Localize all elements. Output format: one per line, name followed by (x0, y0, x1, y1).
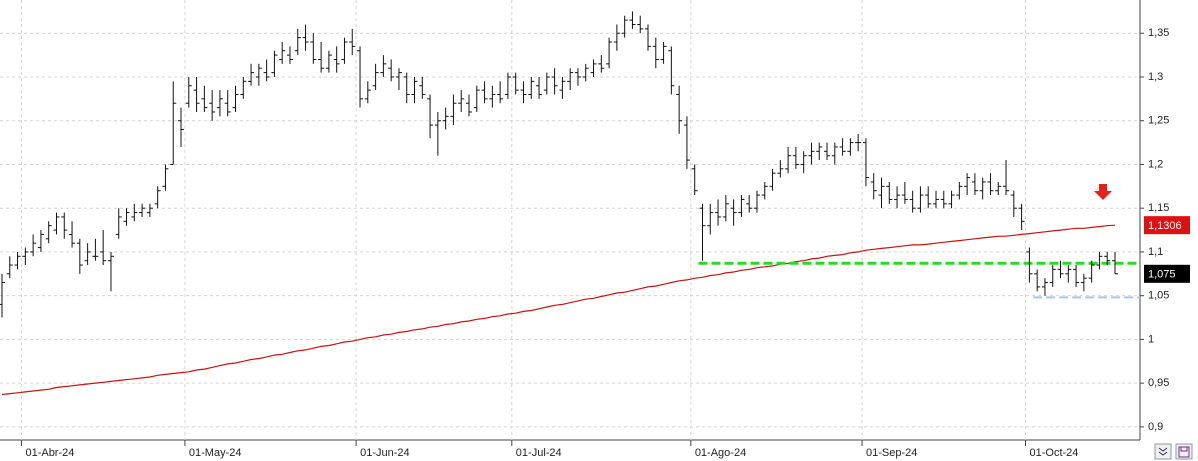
x-tick-label: 01-Oct-24 (1029, 447, 1078, 459)
y-tick-label: 1,35 (1148, 27, 1169, 39)
save-button[interactable] (1175, 443, 1193, 460)
y-tick-label: 1,2 (1148, 158, 1163, 170)
button-icon (1178, 446, 1190, 458)
y-tick-label: 1,15 (1148, 202, 1169, 214)
y-tick-label: 1,1 (1148, 246, 1163, 258)
x-tick-label: 01-Ago-24 (695, 447, 746, 459)
x-tick-label: 01-Abr-24 (25, 447, 74, 459)
y-tick-label: 1,05 (1148, 290, 1169, 302)
x-tick-label: 01-Jun-24 (360, 447, 410, 459)
y-tick-label: 1,3 (1148, 71, 1163, 83)
button-icon (1158, 447, 1168, 456)
y-tick-label: 0,9 (1148, 421, 1163, 433)
x-tick-label: 01-Jul-24 (516, 447, 562, 459)
y-tick-label: 1,25 (1148, 115, 1169, 127)
last-value-box (1144, 264, 1190, 283)
y-tick-label: 0,95 (1148, 377, 1169, 389)
y-tick-label: 1 (1148, 333, 1154, 345)
x-tick-label: 01-Sep-24 (866, 447, 917, 459)
last-value-label: 1,075 (1148, 269, 1176, 281)
scroll-button[interactable] (1154, 443, 1172, 460)
arrow-marker (1094, 184, 1112, 200)
last-value-label: 1,1306 (1148, 220, 1182, 232)
last-value-box (1144, 216, 1190, 235)
plot-area: 1,35 1,3 1,25 1,2 1,15 1,1 1,05 1 0,95 0,9 01-Abr-… (0, 0, 1169, 459)
moving-average-line (1, 224, 1116, 396)
x-tick-label: 01-May-24 (189, 447, 242, 459)
